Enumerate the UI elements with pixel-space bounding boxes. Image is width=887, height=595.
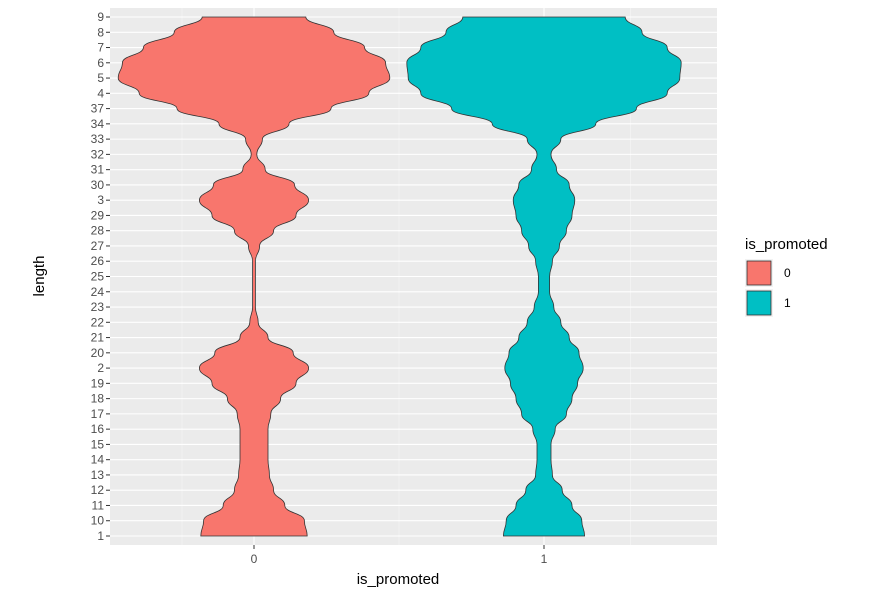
y-tick-label: 7 (97, 41, 104, 55)
y-tick-label: 2 (97, 361, 104, 375)
y-tick-label: 23 (91, 300, 105, 314)
y-tick-label: 8 (97, 25, 104, 39)
y-tick-label: 4 (97, 86, 104, 100)
y-tick-label: 37 (91, 102, 105, 116)
y-tick-label: 9 (97, 10, 104, 24)
y-tick-label: 3 (97, 193, 104, 207)
y-tick-label: 19 (91, 376, 105, 390)
legend: is_promoted 0 1 (745, 236, 828, 317)
y-tick-label: 11 (92, 498, 105, 512)
y-tick-label: 21 (91, 331, 105, 345)
legend-label: 0 (784, 266, 791, 280)
legend-swatch (746, 260, 772, 286)
y-tick-label: 28 (91, 224, 105, 238)
y-tick-label: 15 (91, 437, 105, 451)
y-tick-label: 26 (91, 254, 105, 268)
violin-1 (406, 16, 682, 537)
y-tick-label: 6 (97, 56, 104, 70)
x-tick-label: 0 (251, 552, 258, 566)
y-tick-label: 33 (91, 132, 105, 146)
y-tick-label: 13 (91, 468, 105, 482)
y-tick-label: 5 (97, 71, 104, 85)
y-tick-label: 27 (91, 239, 105, 253)
y-tick-label: 31 (91, 163, 105, 177)
y-tick-label: 14 (91, 453, 105, 467)
y-axis-title: length (31, 256, 48, 297)
violin-0 (117, 16, 391, 537)
legend-label: 1 (784, 296, 791, 310)
y-tick-label: 17 (91, 407, 105, 421)
y-tick-label: 12 (91, 483, 105, 497)
y-tick-label: 22 (91, 315, 105, 329)
y-tick-label: 1 (97, 529, 104, 543)
legend-title: is_promoted (745, 236, 828, 253)
y-tick-label: 30 (91, 178, 105, 192)
x-axis-title: is_promoted (357, 571, 440, 588)
y-tick-label: 10 (91, 514, 105, 528)
violin-layer (117, 16, 682, 537)
y-tick-label: 20 (91, 346, 105, 360)
y-tick-label: 29 (91, 208, 105, 222)
x-tick-label: 1 (541, 552, 548, 566)
y-tick-label: 25 (91, 270, 105, 284)
y-tick-label: 16 (91, 422, 105, 436)
y-tick-label: 34 (91, 117, 105, 131)
y-tick-label: 32 (91, 147, 105, 161)
y-tick-label: 18 (91, 392, 105, 406)
y-tick-label: 24 (91, 285, 105, 299)
legend-swatch (746, 290, 772, 316)
